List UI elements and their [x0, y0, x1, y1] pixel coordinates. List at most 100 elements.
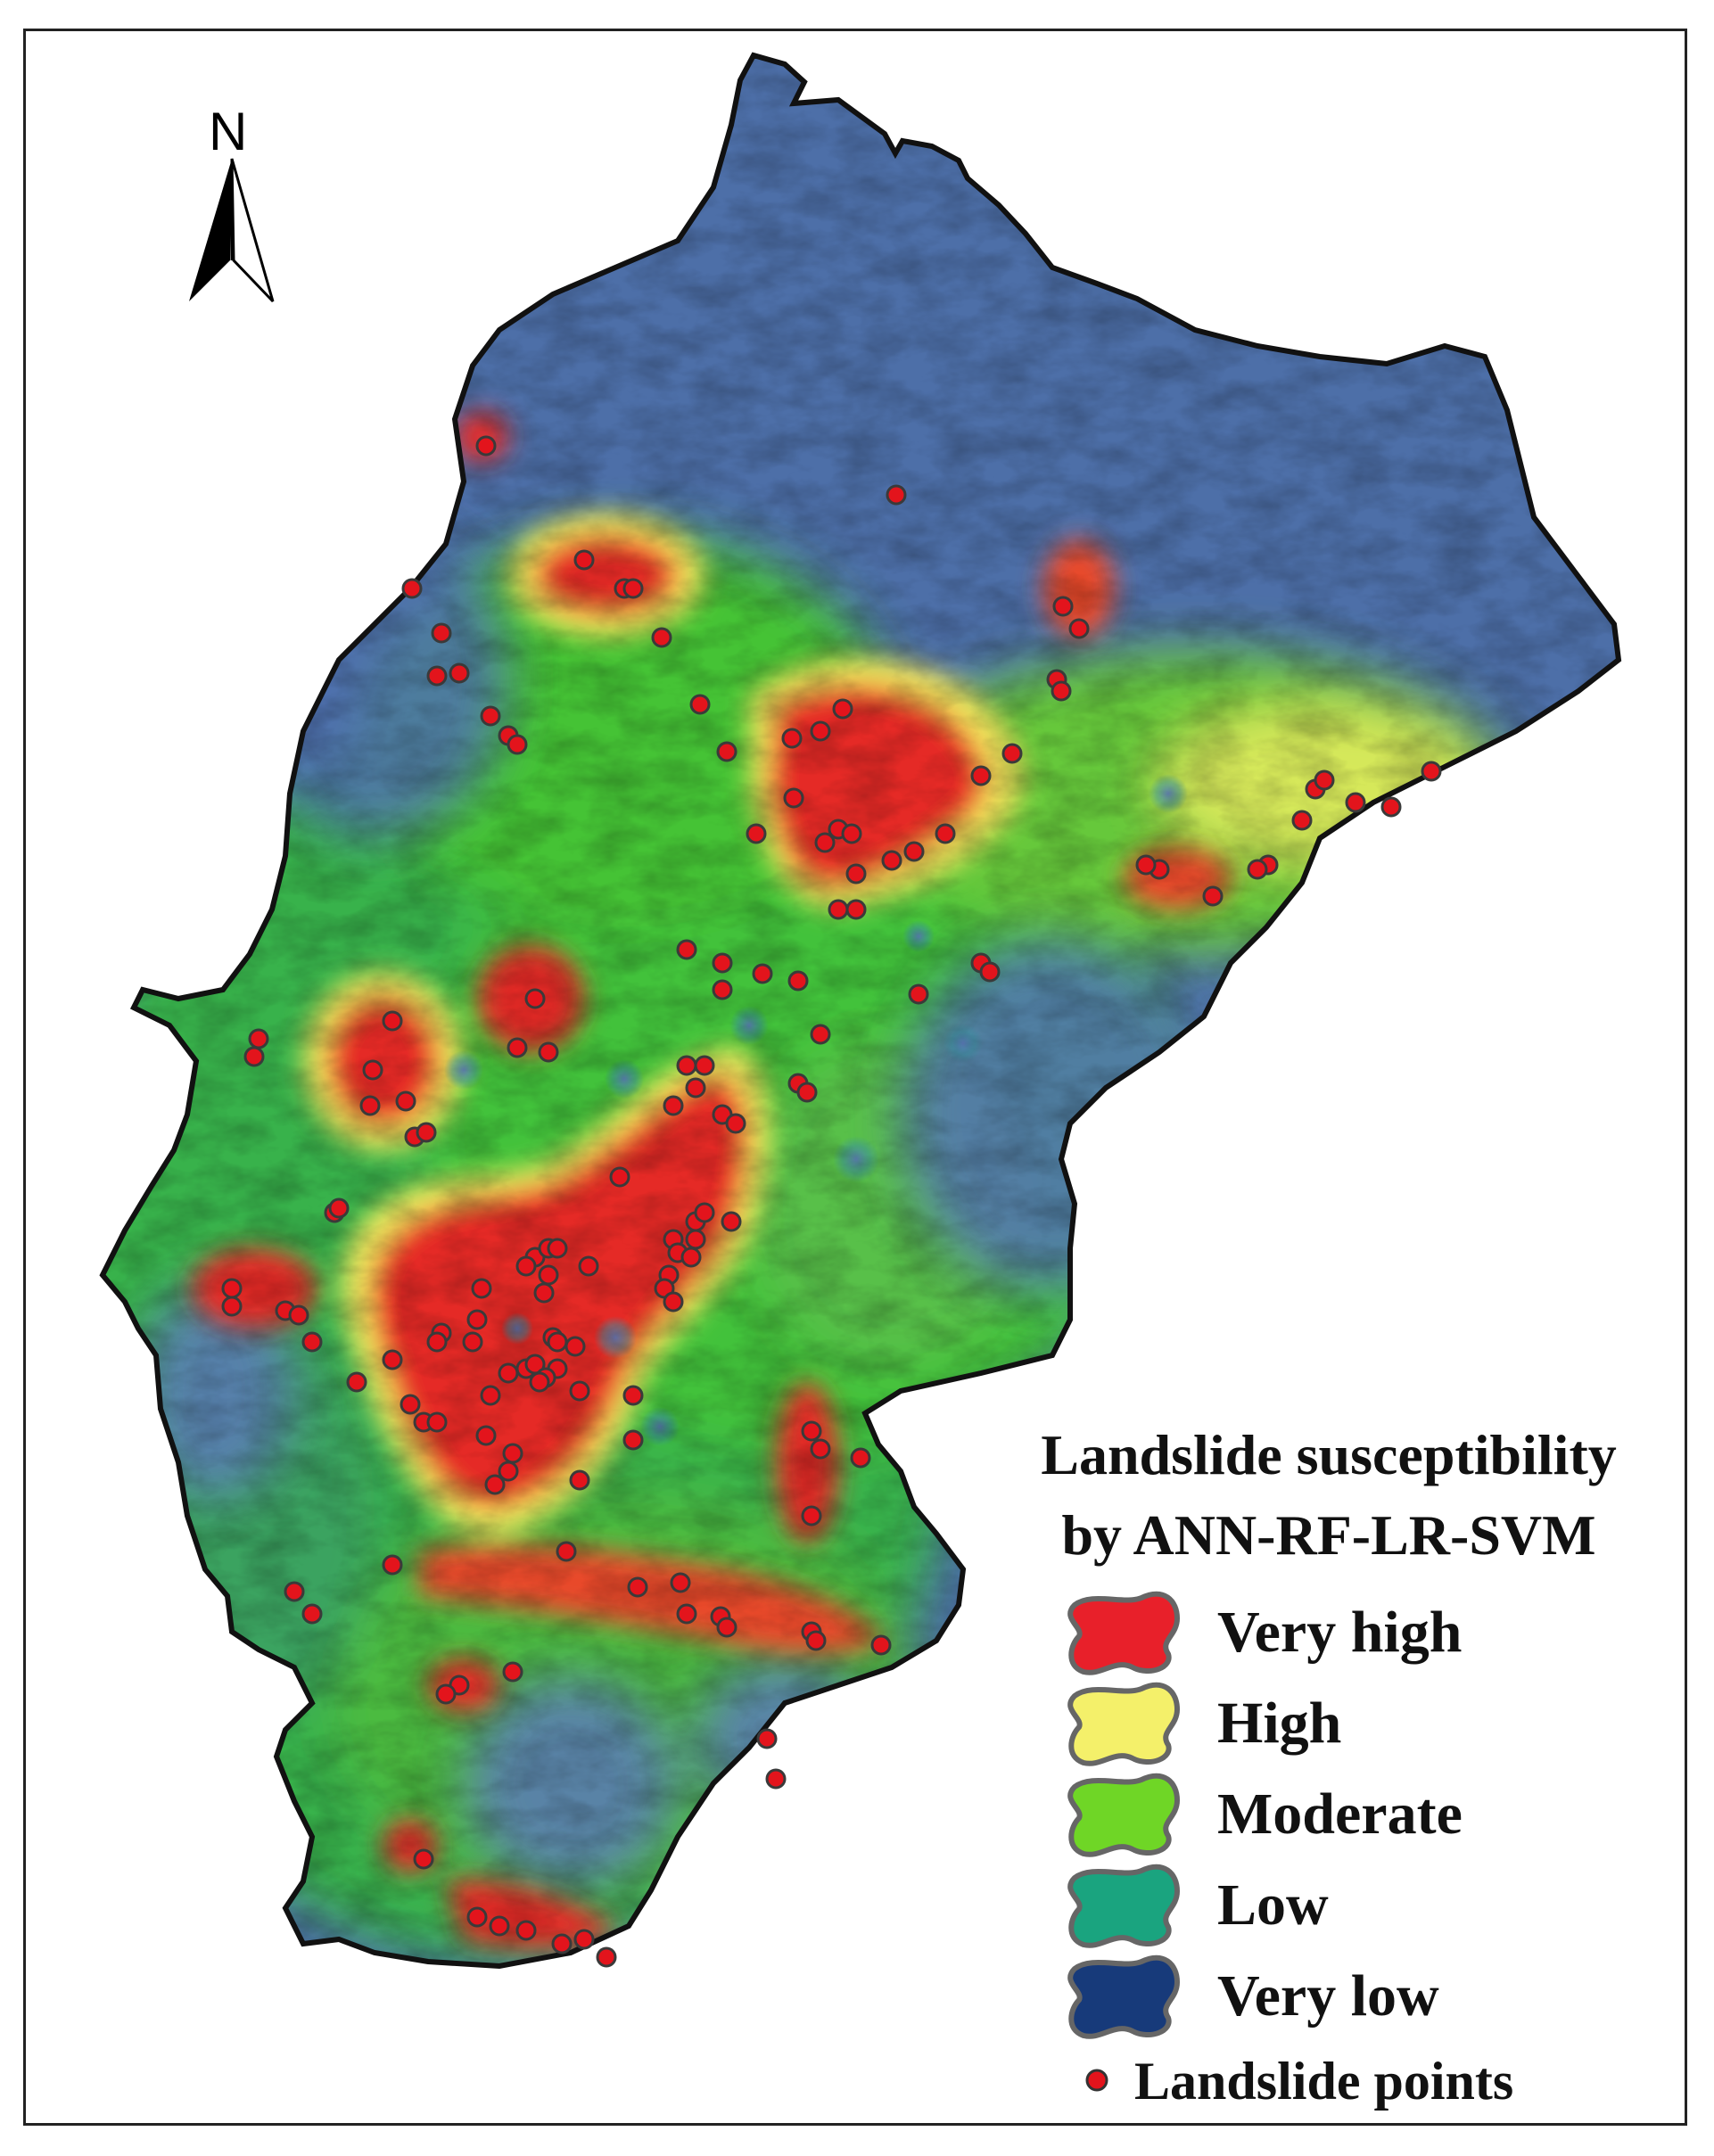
landslide-point: [622, 578, 644, 599]
landslide-point: [716, 1617, 738, 1638]
landslide-point: [886, 484, 907, 506]
landslide-point: [284, 1581, 305, 1602]
landslide-point: [471, 1278, 492, 1299]
landslide-point: [426, 1331, 448, 1353]
landslide-point: [1247, 859, 1268, 880]
landslide-point: [694, 1055, 715, 1076]
landslide-point: [1345, 792, 1366, 813]
landslide-point: [1052, 596, 1074, 617]
legend-title-line1: Landslide susceptibility: [1041, 1423, 1617, 1486]
north-arrow-icon: [189, 158, 275, 303]
landslide-point: [498, 1461, 519, 1482]
landslide-point: [426, 1411, 448, 1433]
landslide-point: [787, 970, 809, 992]
landslide-point: [845, 899, 867, 920]
landslide-point: [248, 1028, 269, 1049]
landslide-point: [551, 1933, 573, 1954]
landslide-point: [1421, 761, 1442, 782]
legend-swatch-very-low: [1067, 1954, 1181, 2039]
landslide-point: [685, 1229, 706, 1250]
landslide-point: [845, 863, 867, 885]
landslide-point: [301, 1331, 323, 1353]
landslide-point: [694, 1202, 715, 1223]
north-label: N: [209, 102, 248, 161]
landslide-point: [832, 698, 853, 720]
landslide-point: [1068, 618, 1090, 639]
landslide-point: [529, 1371, 550, 1393]
landslide-point: [676, 1055, 697, 1076]
legend-label-high: High: [1217, 1691, 1342, 1756]
landslide-point: [382, 1349, 403, 1370]
legend-swatches: [1067, 1591, 1181, 2092]
landslide-point: [1051, 680, 1072, 702]
landslide-point: [725, 1113, 746, 1134]
legend-title-line2: by ANN-RF-LR-SVM: [1061, 1503, 1596, 1567]
landslide-point: [221, 1278, 243, 1299]
landslide-point: [752, 963, 773, 984]
landslide-point: [416, 1122, 437, 1143]
landslide-point: [435, 1683, 457, 1705]
landslide-point: [814, 832, 836, 853]
landslide-point: [670, 1572, 691, 1593]
landslide-point: [489, 1915, 510, 1937]
landslide-point: [721, 1211, 742, 1232]
landslide-point: [716, 741, 738, 762]
landslide-point: [431, 622, 452, 644]
landslide-point: [449, 662, 470, 684]
landslide-point: [1291, 810, 1313, 831]
legend-swatch-low: [1067, 1864, 1181, 1948]
landslide-point: [475, 1425, 497, 1446]
landslide-point: [870, 1634, 892, 1656]
landslide-point: [328, 1197, 350, 1219]
landslide-point: [484, 1474, 506, 1495]
landslide-point: [301, 1603, 323, 1625]
landslide-point: [382, 1554, 403, 1576]
landslide-point: [805, 1630, 827, 1651]
landslide-point: [765, 1768, 787, 1790]
landslide-point: [979, 961, 1001, 983]
landslide-point: [1202, 885, 1224, 907]
landslide-point: [395, 1090, 416, 1112]
landslide-point: [903, 841, 925, 862]
landslide-point: [498, 1362, 519, 1384]
landslide-point: [1380, 796, 1402, 818]
legend-swatch-very-high: [1067, 1591, 1181, 1675]
landslide-point: [243, 1046, 265, 1067]
landslide-point: [400, 1394, 421, 1415]
landslide-point: [783, 787, 804, 809]
landslide-point: [346, 1371, 367, 1393]
landslide-point: [221, 1296, 243, 1317]
landslide-point: [556, 1541, 577, 1562]
landslide-point: [569, 1380, 590, 1402]
landslide-point: [627, 1576, 648, 1598]
landslide-point: [578, 1255, 599, 1277]
landslide-point: [622, 1385, 644, 1406]
landslide-point: [362, 1059, 383, 1081]
landslide-point: [685, 1077, 706, 1099]
landslide-point: [1314, 769, 1335, 791]
landslide-point: [781, 728, 803, 749]
landslide-point: [401, 578, 423, 599]
landslide-point: [970, 765, 992, 786]
landslide-point: [935, 823, 956, 844]
landslide-point: [663, 1291, 684, 1313]
landslide-point: [466, 1906, 488, 1928]
landslide-point: [908, 983, 929, 1005]
legend-label-landslide-points: Landslide points: [1134, 2052, 1514, 2111]
landslide-point: [596, 1946, 617, 1968]
landslide-point: [502, 1661, 523, 1683]
landslide-point: [359, 1095, 381, 1116]
landslide-point: [622, 1429, 644, 1451]
landslide-point: [426, 665, 448, 687]
landslide-points-layer: [221, 435, 1442, 1968]
landslide-point: [828, 899, 849, 920]
landslide-point: [533, 1282, 555, 1304]
landslide-point: [569, 1469, 590, 1491]
landslide-point: [1001, 743, 1023, 764]
landslide-point: [756, 1728, 778, 1749]
landslide-point: [676, 939, 697, 960]
landslide-point: [810, 1438, 831, 1460]
landslide-point: [573, 1929, 595, 1950]
legend-swatch-moderate: [1067, 1773, 1181, 1857]
legend-label-low: Low: [1217, 1872, 1329, 1938]
